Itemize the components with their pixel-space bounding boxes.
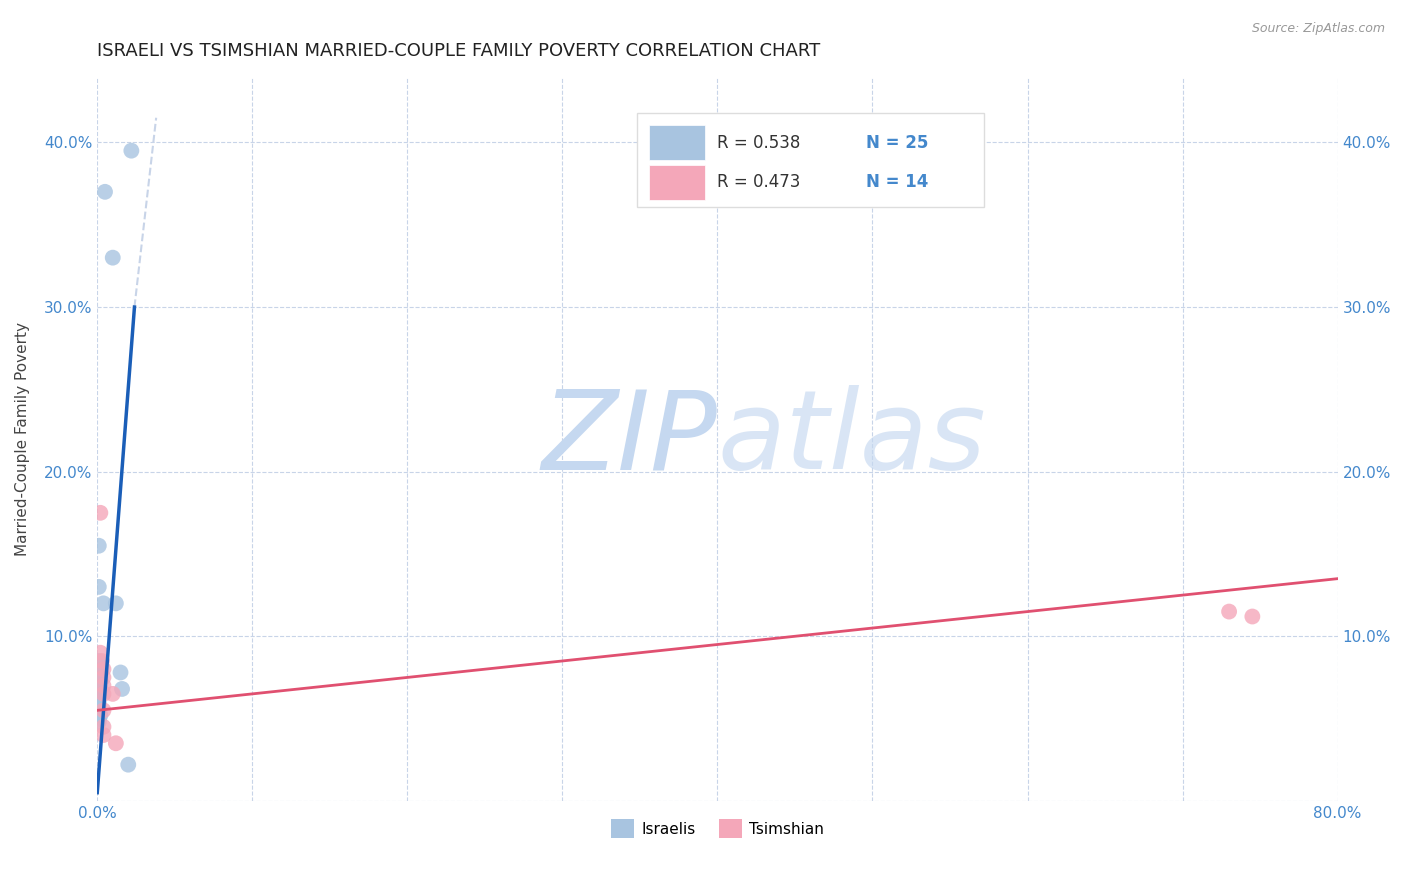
Point <box>93 728 115 742</box>
Point <box>94 185 117 199</box>
FancyBboxPatch shape <box>637 112 984 207</box>
Text: R = 0.473: R = 0.473 <box>717 173 801 192</box>
Point <box>1218 605 1240 619</box>
Text: ZIP: ZIP <box>541 385 717 492</box>
Point <box>104 596 127 610</box>
Point <box>87 712 110 726</box>
Point <box>87 665 110 680</box>
Legend: Israelis, Tsimshian: Israelis, Tsimshian <box>605 814 830 844</box>
Text: atlas: atlas <box>717 385 986 492</box>
Point <box>101 687 124 701</box>
FancyBboxPatch shape <box>650 125 704 160</box>
Y-axis label: Married-Couple Family Poverty: Married-Couple Family Poverty <box>15 322 30 556</box>
Point <box>89 646 111 660</box>
Point <box>87 695 110 709</box>
Point <box>1241 609 1264 624</box>
Text: R = 0.538: R = 0.538 <box>717 134 801 152</box>
Point <box>93 679 115 693</box>
Point <box>93 687 115 701</box>
Text: N = 14: N = 14 <box>866 173 929 192</box>
Text: Source: ZipAtlas.com: Source: ZipAtlas.com <box>1251 22 1385 36</box>
Point <box>89 659 111 673</box>
Point <box>93 703 115 717</box>
Point <box>87 690 110 705</box>
FancyBboxPatch shape <box>650 165 704 200</box>
Point <box>87 714 110 729</box>
Point <box>89 681 111 696</box>
Point <box>89 670 111 684</box>
Point <box>110 665 132 680</box>
Point <box>89 506 111 520</box>
Point <box>93 662 115 676</box>
Point <box>87 539 110 553</box>
Point <box>87 679 110 693</box>
Point <box>90 654 112 668</box>
Point <box>101 251 124 265</box>
Point <box>87 673 110 688</box>
Point <box>111 681 134 696</box>
Point <box>93 596 115 610</box>
Point <box>87 703 110 717</box>
Point <box>87 654 110 668</box>
Point <box>93 720 115 734</box>
Point <box>89 708 111 723</box>
Point <box>87 687 110 701</box>
Point <box>117 757 139 772</box>
Text: ISRAELI VS TSIMSHIAN MARRIED-COUPLE FAMILY POVERTY CORRELATION CHART: ISRAELI VS TSIMSHIAN MARRIED-COUPLE FAMI… <box>97 42 821 60</box>
Point <box>87 580 110 594</box>
Text: N = 25: N = 25 <box>866 134 929 152</box>
Point <box>87 698 110 713</box>
Point <box>93 670 115 684</box>
Point <box>120 144 142 158</box>
Point <box>104 736 127 750</box>
